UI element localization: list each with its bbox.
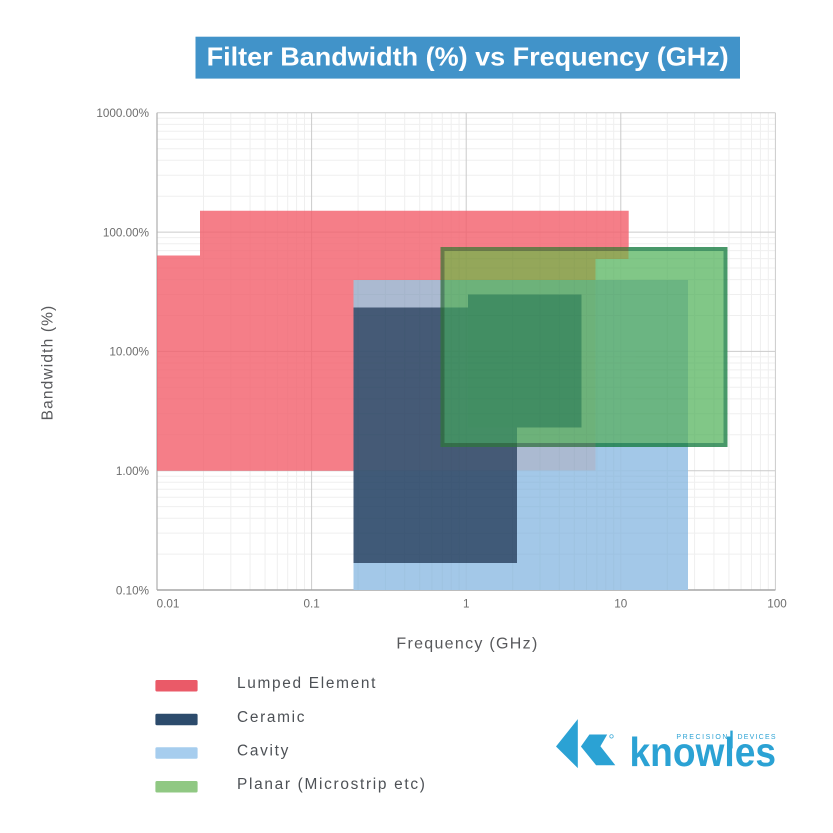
svg-text:100: 100: [767, 598, 787, 611]
svg-text:Filter Bandwidth (%) vs Freque: Filter Bandwidth (%) vs Frequency (GHz): [207, 42, 729, 72]
svg-text:10.00%: 10.00%: [109, 346, 149, 359]
svg-text:Ceramic: Ceramic: [237, 709, 306, 726]
svg-text:Planar (Microstrip etc): Planar (Microstrip etc): [237, 776, 427, 793]
svg-text:1.00%: 1.00%: [116, 465, 149, 478]
svg-text:Lumped Element: Lumped Element: [237, 675, 377, 692]
svg-text:Cavity: Cavity: [237, 742, 290, 759]
svg-text:Bandwidth (%): Bandwidth (%): [40, 305, 57, 421]
svg-text:100.00%: 100.00%: [103, 226, 149, 239]
svg-text:Frequency (GHz): Frequency (GHz): [396, 636, 538, 653]
svg-text:1000.00%: 1000.00%: [96, 107, 149, 120]
svg-text:10: 10: [614, 598, 628, 611]
svg-text:0.1: 0.1: [303, 598, 319, 611]
svg-text:PRECISION: PRECISION: [676, 734, 727, 741]
svg-text:0.01: 0.01: [157, 598, 180, 611]
svg-text:1: 1: [463, 598, 470, 611]
svg-text:knowles: knowles: [630, 729, 777, 775]
svg-text:DEVICES: DEVICES: [738, 734, 776, 741]
svg-text:0.10%: 0.10%: [116, 584, 149, 597]
